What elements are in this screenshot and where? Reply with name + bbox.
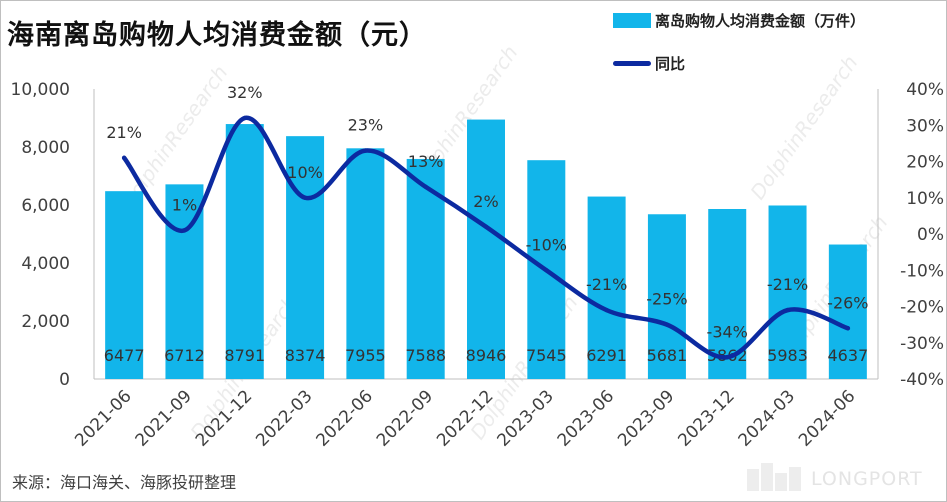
line-point xyxy=(483,224,489,229)
line-value-label: 23% xyxy=(348,116,384,135)
line-value-label: 32% xyxy=(227,83,263,102)
line-point xyxy=(544,268,549,273)
bar-value-label: 5983 xyxy=(767,346,808,365)
chart-title: 海南离岛购物人均消费金额（元） xyxy=(7,20,427,51)
line-point xyxy=(302,195,308,200)
line-value-label: -25% xyxy=(646,290,687,309)
right-axis-tick-label: 0% xyxy=(917,225,944,245)
line-value-label: -26% xyxy=(827,293,868,312)
bar-value-label: 7955 xyxy=(345,346,386,365)
line-point xyxy=(182,228,187,233)
right-axis-tick-label: 20% xyxy=(906,153,944,173)
right-axis-tick-label: 40% xyxy=(906,80,944,100)
left-axis-tick-label: 4,000 xyxy=(21,254,70,274)
source-note: 来源：海口海关、海豚投研整理 xyxy=(12,473,237,492)
right-axis-tick-label: 10% xyxy=(906,189,944,209)
right-axis-tick-label: -20% xyxy=(900,298,944,318)
line-value-label: 21% xyxy=(106,123,142,142)
x-axis-tick-label: 2024-06 xyxy=(795,386,859,450)
bar-value-label: 6712 xyxy=(164,346,205,365)
x-axis-tick-label: 2023-06 xyxy=(554,386,618,450)
right-axis-tick-label: -10% xyxy=(900,261,944,281)
line-point xyxy=(664,322,670,327)
line-point xyxy=(363,148,368,153)
line-value-label: -34% xyxy=(707,322,748,341)
bar-value-label: 7588 xyxy=(405,346,446,365)
x-axis-tick-label: 2022-03 xyxy=(252,386,316,450)
legend-line-swatch xyxy=(613,61,651,66)
bar xyxy=(225,124,264,379)
brand-name: LONGPORT xyxy=(811,468,923,490)
bar-value-label: 4637 xyxy=(827,346,868,365)
left-axis-tick-label: 8,000 xyxy=(21,138,70,158)
left-axis-tick-label: 6,000 xyxy=(21,196,70,216)
brand-logo: LONGPORT xyxy=(747,459,923,499)
right-axis-tick-label: -40% xyxy=(900,370,944,390)
bar-value-label: 8946 xyxy=(466,346,507,365)
line-point xyxy=(845,326,851,331)
line-value-label: 13% xyxy=(408,152,444,171)
legend-bar-entry: 离岛购物人均消费金额（万件） xyxy=(613,10,865,31)
line-point xyxy=(725,355,730,360)
bar-value-label: 8791 xyxy=(224,346,265,365)
x-axis-tick-label: 2021-06 xyxy=(71,386,135,450)
legend-bar-swatch xyxy=(613,13,651,28)
line-value-label: 2% xyxy=(473,192,498,211)
x-axis-tick-label: 2022-06 xyxy=(313,386,377,450)
line-point xyxy=(785,307,790,313)
bar-value-label: 7545 xyxy=(526,346,567,365)
line-value-label: 1% xyxy=(172,195,197,214)
left-axis-tick-label: 0 xyxy=(59,370,70,390)
line-point xyxy=(423,184,428,190)
bar xyxy=(768,205,807,379)
bar xyxy=(587,196,626,379)
bar-value-label: 6477 xyxy=(104,346,145,365)
x-axis-tick-label: 2021-09 xyxy=(132,386,196,450)
brand-mark-icon xyxy=(747,459,805,499)
bar xyxy=(286,136,325,379)
x-axis-tick-label: 2023-12 xyxy=(674,386,738,450)
left-axis-tick-label: 10,000 xyxy=(11,80,70,100)
bar-value-label: 8374 xyxy=(285,346,326,365)
bar-value-label: 5681 xyxy=(647,346,688,365)
right-axis-tick-label: 30% xyxy=(906,116,944,136)
line-point xyxy=(242,115,247,121)
x-axis-tick-label: 2023-09 xyxy=(614,386,678,450)
line-value-label: -10% xyxy=(526,235,567,254)
line-value-label: -21% xyxy=(586,275,627,294)
x-axis-tick-label: 2024-03 xyxy=(735,386,799,450)
bar-value-label: 6291 xyxy=(586,346,627,365)
bar xyxy=(105,191,144,379)
left-axis-tick-label: 2,000 xyxy=(21,312,70,332)
legend-bar-label: 离岛购物人均消费金额（万件） xyxy=(655,12,866,30)
x-axis-tick-label: 2022-09 xyxy=(373,386,437,450)
line-point xyxy=(121,155,127,161)
right-axis-tick-label: -30% xyxy=(900,334,944,354)
line-value-label: -21% xyxy=(767,275,808,294)
bar xyxy=(346,148,385,379)
legend-line-label: 同比 xyxy=(655,55,686,73)
bar xyxy=(467,119,505,379)
watermark-text: DolphinResearch xyxy=(745,51,862,204)
legend-line-entry: 同比 xyxy=(613,53,685,74)
line-point xyxy=(604,307,609,313)
line-value-label: 10% xyxy=(287,163,323,182)
bar xyxy=(828,244,867,379)
bar xyxy=(647,214,686,379)
